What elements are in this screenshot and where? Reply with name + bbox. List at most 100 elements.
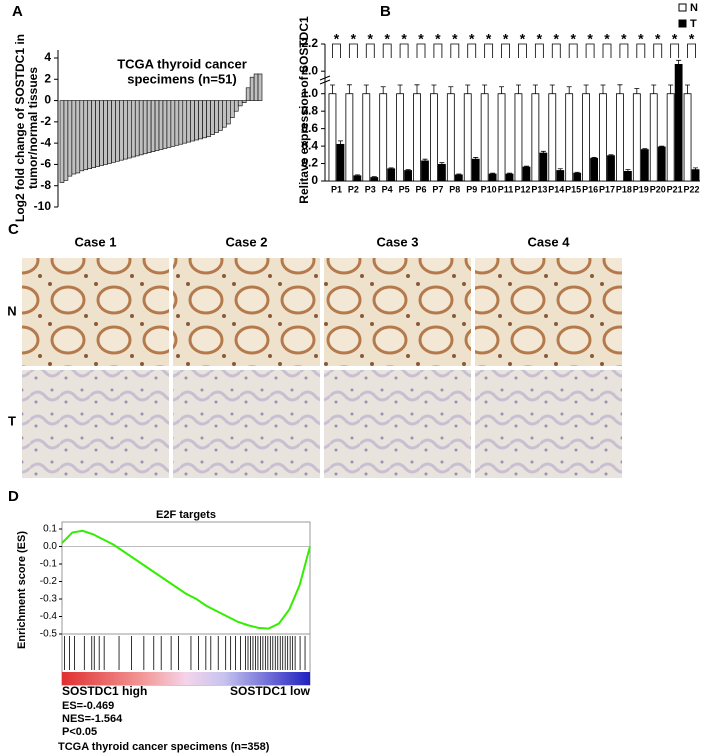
y-tick-label: 4	[44, 50, 51, 64]
bar	[170, 100, 176, 147]
y-tick-label: 2.2	[301, 36, 318, 50]
bar	[396, 93, 404, 182]
bar	[353, 175, 362, 182]
error-bar	[414, 84, 420, 94]
bar	[190, 100, 195, 142]
y-tick-label: 0	[311, 173, 318, 187]
error-bar	[456, 173, 462, 175]
bar	[599, 93, 607, 182]
error-bar	[642, 148, 648, 150]
error-bar	[439, 162, 445, 165]
micrograph	[173, 258, 320, 366]
bar	[142, 100, 148, 155]
significance: *	[368, 31, 374, 47]
bar	[115, 100, 120, 162]
x-tick-label: P14	[548, 184, 564, 194]
bar	[206, 100, 211, 138]
stat: NES=-1.564	[62, 713, 123, 725]
column-header: Case 3	[377, 234, 419, 249]
error-bar	[668, 84, 674, 94]
x-tick-label: P22	[684, 184, 700, 194]
bracket	[450, 43, 460, 58]
y-tick-label: 0.6	[301, 121, 318, 135]
bar	[166, 100, 172, 148]
y-tick-label: 1.0	[301, 86, 318, 100]
bar	[127, 100, 132, 159]
bracket	[551, 43, 561, 58]
bracket	[501, 43, 510, 58]
error-bar	[651, 84, 657, 94]
error-bar	[591, 157, 597, 159]
bar	[222, 100, 227, 128]
error-bar	[566, 86, 572, 94]
bar	[438, 164, 446, 182]
bar	[497, 93, 506, 182]
bracket	[619, 43, 629, 58]
error-bar	[617, 84, 623, 94]
micrograph	[324, 258, 471, 366]
bar	[362, 93, 371, 182]
x-tick-label: P19	[633, 184, 649, 194]
bar	[514, 93, 523, 182]
micrograph	[22, 370, 169, 478]
x-tick-label: P17	[599, 184, 615, 194]
bracket	[687, 43, 696, 58]
bar	[488, 173, 497, 182]
micrograph	[173, 370, 320, 478]
bar	[505, 173, 514, 182]
error-bar	[431, 84, 437, 94]
bar	[241, 100, 247, 103]
micrograph	[475, 258, 622, 366]
bar	[691, 169, 700, 182]
bracket	[484, 43, 494, 58]
bar	[237, 100, 243, 107]
bar	[119, 100, 124, 161]
bar	[674, 64, 683, 182]
x-tick-label: P3	[365, 184, 376, 194]
significance: *	[418, 31, 424, 47]
significance: *	[587, 31, 593, 47]
bracket	[332, 43, 341, 58]
rank-label: SOSTDC1 low	[230, 684, 311, 698]
x-tick-label: P16	[582, 184, 598, 194]
y-tick-label: 2	[44, 71, 51, 85]
y-axis-label: tumor/normal tissues	[26, 67, 40, 189]
significance: *	[638, 31, 644, 47]
bar	[404, 170, 412, 182]
bar	[67, 100, 73, 177]
significance: *	[334, 31, 340, 47]
significance: *	[621, 31, 627, 47]
bar	[531, 93, 540, 182]
bar	[111, 100, 116, 163]
significance: *	[435, 31, 441, 47]
x-tick-label: P8	[449, 184, 460, 194]
y-tick-label: -4	[40, 135, 51, 149]
error-bar	[557, 168, 563, 171]
bar	[590, 157, 598, 182]
error-bar	[608, 154, 614, 156]
error-bar	[540, 150, 546, 154]
bar	[245, 87, 251, 101]
bracket	[433, 43, 443, 58]
y-tick-label: 2.0	[301, 63, 318, 77]
bar	[123, 100, 128, 160]
es-curve	[61, 529, 311, 630]
bar	[345, 93, 354, 182]
error-bar	[329, 84, 335, 94]
error-bar	[600, 84, 606, 94]
error-bar	[625, 169, 631, 172]
stat: ES=-0.469	[62, 700, 114, 712]
bar	[573, 172, 582, 182]
bar	[130, 100, 136, 158]
bar	[198, 100, 203, 140]
error-bar	[676, 59, 682, 65]
bar	[582, 93, 590, 182]
y-tick-label: -0.2	[40, 576, 58, 587]
bar	[328, 93, 337, 182]
bar	[480, 93, 489, 182]
y-tick-label: -0.1	[40, 559, 58, 570]
bar	[214, 100, 219, 133]
y-tick-label: -8	[40, 178, 51, 192]
error-bar	[523, 165, 529, 168]
micrograph	[22, 258, 169, 366]
